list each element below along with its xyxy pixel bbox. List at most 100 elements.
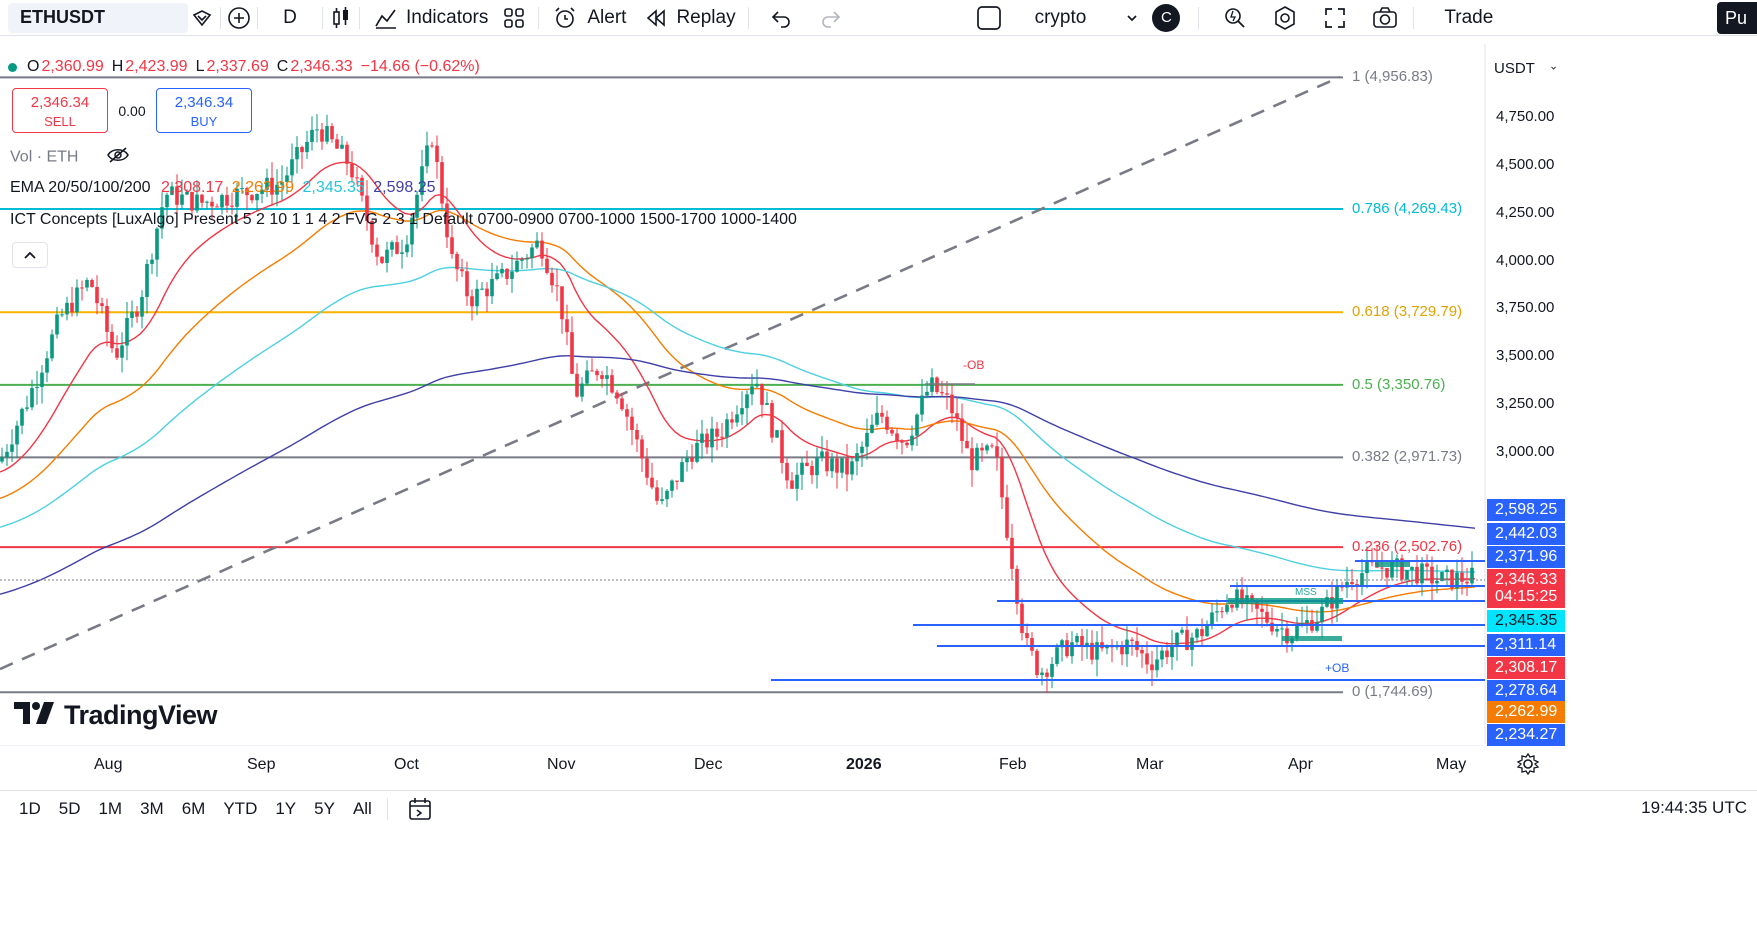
- publish-button[interactable]: Pu: [1717, 2, 1757, 34]
- candle-body: [950, 394, 954, 414]
- volume-legend[interactable]: Vol · ETH: [10, 146, 129, 169]
- date-range-icon[interactable]: [406, 795, 434, 823]
- range-button-ytd[interactable]: YTD: [223, 798, 258, 818]
- quick-search-icon[interactable]: [1221, 4, 1249, 32]
- market-open-dot: [8, 62, 17, 72]
- range-button-1d[interactable]: 1D: [19, 798, 41, 818]
- open-value: 2,360.99: [41, 58, 104, 75]
- fib-level-label: 0.618 (3,729.79): [1352, 303, 1463, 321]
- candle-body: [370, 220, 374, 245]
- candle-body: [425, 145, 429, 167]
- symbol-label: ETHUSDT: [20, 7, 105, 27]
- candle-body: [1095, 642, 1099, 660]
- candle-body: [105, 306, 109, 332]
- candle-body: [835, 458, 839, 473]
- eye-off-icon[interactable]: [107, 146, 129, 169]
- collapse-legend-button[interactable]: [12, 242, 48, 268]
- range-button-all[interactable]: All: [352, 798, 372, 818]
- price-chart[interactable]: -OB +OB MSS: [0, 44, 1757, 744]
- trade-label: Trade: [1444, 6, 1494, 28]
- candle-body: [185, 191, 189, 195]
- candle-body: [805, 462, 809, 467]
- templates-icon[interactable]: [500, 4, 528, 32]
- candle-body: [440, 162, 444, 204]
- close-label: C: [276, 58, 289, 75]
- add-symbol-icon[interactable]: [225, 4, 253, 32]
- price-tick-label: 4,750.00: [1496, 108, 1555, 125]
- candle-body: [65, 302, 69, 315]
- range-button-1m[interactable]: 1M: [98, 798, 123, 818]
- redo-icon[interactable]: [817, 4, 845, 32]
- mss-annotation: MSS: [1295, 587, 1317, 598]
- candle-body: [445, 203, 449, 238]
- layout-name-button[interactable]: crypto: [1027, 3, 1095, 33]
- candle-body: [1315, 622, 1319, 631]
- candle-body: [120, 345, 124, 358]
- avatar[interactable]: C: [1152, 3, 1181, 32]
- range-button-6m[interactable]: 6M: [181, 798, 206, 818]
- ema50-value: 2,262.99: [231, 179, 295, 196]
- chevron-down-icon: [1551, 66, 1556, 70]
- time-axis[interactable]: [0, 745, 1485, 781]
- candle-body: [525, 258, 529, 260]
- fib-retracement[interactable]: [0, 76, 1343, 694]
- time-tick-label: Feb: [999, 756, 1027, 773]
- candle-body: [95, 286, 99, 304]
- ict-legend[interactable]: ICT Concepts [LuxAlgo] Present 5 2 10 1 …: [10, 211, 797, 229]
- candle-body: [595, 370, 599, 376]
- candle-body: [575, 373, 579, 397]
- candle-body: [345, 144, 349, 164]
- candle-body: [1365, 561, 1369, 574]
- range-button-5y[interactable]: 5Y: [314, 798, 335, 818]
- candle-body: [825, 451, 829, 472]
- replay-label: Replay: [676, 6, 736, 28]
- range-button-1y[interactable]: 1Y: [275, 798, 297, 818]
- trend-line[interactable]: [0, 75, 1341, 671]
- camera-icon[interactable]: [1371, 4, 1399, 32]
- replay-button[interactable]: Replay: [634, 3, 743, 33]
- fullscreen-icon[interactable]: [1321, 4, 1349, 32]
- candle-body: [945, 393, 949, 395]
- alert-button[interactable]: Alert: [543, 3, 634, 33]
- candle-body: [1025, 633, 1029, 639]
- indicators-label: Indicators: [406, 6, 489, 28]
- candle-style-icon[interactable]: [327, 4, 355, 32]
- compare-symbol-icon[interactable]: [188, 4, 216, 32]
- candle-body: [685, 457, 689, 463]
- candle-body: [1295, 625, 1299, 639]
- interval-button[interactable]: D: [262, 3, 318, 33]
- chart-settings-gear-icon[interactable]: [1516, 752, 1540, 776]
- price-badge: 2,345.35: [1487, 610, 1565, 632]
- candle-body: [0, 457, 4, 462]
- candle-body: [1045, 672, 1049, 677]
- indicators-button[interactable]: Indicators: [364, 3, 496, 33]
- change-value: −14.66 (−0.62%): [360, 58, 480, 75]
- candle-body: [350, 163, 354, 178]
- buy-button[interactable]: 2,346.34 BUY: [156, 88, 252, 133]
- price-badge: 2,442.03: [1487, 523, 1565, 545]
- candle-body: [245, 188, 249, 196]
- range-button-3m[interactable]: 3M: [140, 798, 164, 818]
- utc-clock[interactable]: 19:44:35 UTC: [1641, 798, 1747, 817]
- candle-body: [465, 271, 469, 297]
- settings-icon[interactable]: [1271, 4, 1299, 32]
- currency-selector[interactable]: USDT: [1486, 54, 1556, 82]
- candle-body: [1120, 645, 1124, 655]
- candle-body: [960, 418, 964, 441]
- ema-legend[interactable]: EMA 20/50/100/200 2,308.17 2,262.99 2,34…: [10, 179, 436, 197]
- layout-square-icon[interactable]: [975, 4, 1003, 32]
- chevron-up-icon: [24, 251, 36, 259]
- candle-body: [865, 432, 869, 447]
- trade-button[interactable]: Trade: [1426, 3, 1511, 33]
- bottom-toolbar: 1D 5D 1M 3M 6M YTD 1Y 5Y All: [0, 790, 1757, 826]
- chevron-down-icon[interactable]: [1118, 4, 1146, 32]
- undo-icon[interactable]: [767, 4, 795, 32]
- candle-body: [1160, 650, 1164, 660]
- symbol-search[interactable]: ETHUSDT: [8, 2, 188, 33]
- time-tick-label: Dec: [694, 756, 723, 773]
- candle-body: [250, 195, 254, 201]
- range-button-5d[interactable]: 5D: [58, 798, 81, 818]
- candle-body: [460, 269, 464, 272]
- sell-button[interactable]: 2,346.34 SELL: [12, 88, 108, 133]
- candle-body: [695, 442, 699, 462]
